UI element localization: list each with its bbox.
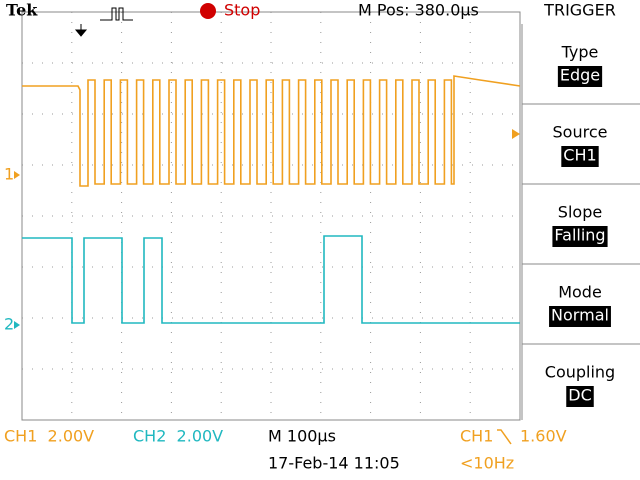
- graticule: [21, 11, 521, 421]
- menu-label: Slope: [558, 203, 602, 222]
- falling-edge-icon: [497, 429, 512, 445]
- brand: Tek: [6, 1, 38, 20]
- trigger-level: 1.60V: [520, 427, 567, 446]
- trigger-level-marker: [512, 129, 520, 139]
- date-time: 17-Feb-14 11:05: [268, 454, 400, 473]
- ch2-marker: 2: [4, 315, 14, 334]
- menu-value-box: [552, 226, 608, 247]
- trigger-menu: TRIGGER Type Edge Source CH1 Slope Falling Mod…: [521, 1, 640, 420]
- menu-label: Mode: [558, 283, 602, 302]
- menu-value-box: [566, 386, 594, 407]
- menu-value-box: [557, 66, 603, 87]
- ch1-scale: CH1 2.00V: [4, 427, 94, 446]
- menu-value: Normal: [551, 306, 609, 325]
- menu-value: Edge: [560, 66, 600, 85]
- ch1-arrow: [14, 171, 20, 179]
- graticule-frame: [21, 11, 521, 421]
- ch2-scale: CH2 2.00V: [133, 427, 223, 446]
- menu-label: Type: [561, 43, 599, 62]
- timebase: M 100µs: [268, 427, 336, 446]
- trigger-position-marker: [74, 24, 88, 37]
- horizontal-position: M Pos: 380.0µs: [358, 1, 479, 20]
- menu-label: Coupling: [545, 363, 615, 382]
- menu-value: Falling: [554, 226, 605, 245]
- grid: [22, 12, 520, 420]
- menu-value-box: [561, 146, 599, 167]
- run-state: Stop: [224, 1, 260, 20]
- menu-value: CH1: [563, 146, 596, 165]
- ch1-trace: [22, 75, 521, 187]
- trigger-source: CH1: [460, 427, 493, 446]
- ch2-trace: [22, 235, 520, 324]
- menu-value: DC: [568, 386, 592, 405]
- menu-label: Source: [553, 123, 608, 142]
- menu-title: TRIGGER: [543, 1, 616, 20]
- acquisition-icon: [100, 7, 133, 21]
- trigger-frequency: <10Hz: [460, 454, 514, 473]
- stop-indicator: [200, 3, 216, 19]
- ch1-marker: 1: [4, 165, 14, 184]
- ch2-arrow: [14, 321, 20, 329]
- menu-value-box: [549, 306, 611, 327]
